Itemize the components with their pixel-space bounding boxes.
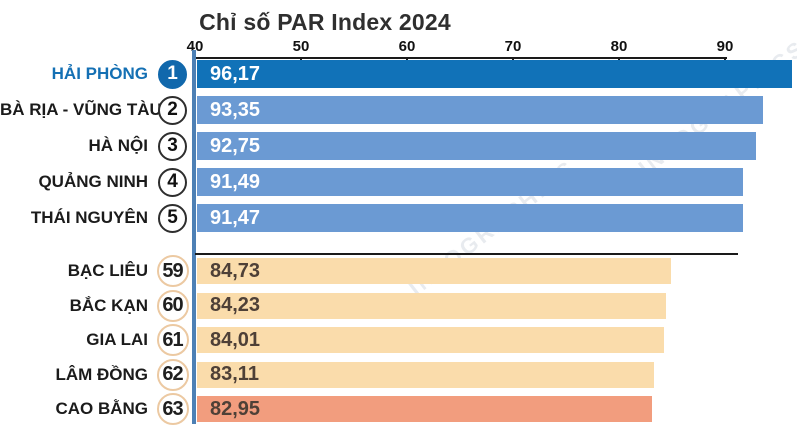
province-label: GIA LAI bbox=[86, 330, 148, 349]
rank-badge: 63 bbox=[156, 393, 189, 425]
top5-group: HẢI PHÒNG 1 96,17 BÀ RỊA - VŨNG TÀU 2 93… bbox=[0, 59, 797, 240]
bar: 84,23 bbox=[197, 292, 666, 319]
x-tick-label: 50 bbox=[292, 38, 310, 55]
bar: 82,95 bbox=[197, 396, 653, 422]
rank-cell: 62 bbox=[148, 358, 197, 391]
chart-row: HÀ NỘI 3 92,75 bbox=[0, 131, 797, 161]
chart-row: BẮC KẠN 60 84,23 bbox=[0, 289, 797, 322]
bar-track: 91,49 bbox=[197, 168, 797, 196]
bar-track: 82,95 bbox=[197, 396, 797, 422]
rank-badge: 1 bbox=[158, 59, 187, 89]
rank-badge: 3 bbox=[158, 131, 187, 161]
bar-track: 84,01 bbox=[197, 327, 797, 353]
rank-cell: 2 bbox=[148, 95, 197, 125]
bar: 96,17 bbox=[197, 60, 793, 88]
rank-badge: 59 bbox=[156, 255, 189, 287]
province-label: BẮC KẠN bbox=[69, 295, 148, 315]
rank-badge: 60 bbox=[156, 289, 189, 322]
x-tick-label: 90 bbox=[716, 38, 734, 55]
rank-badge: 2 bbox=[158, 95, 187, 125]
chart-row: CAO BẰNG 63 82,95 bbox=[0, 393, 797, 425]
bar: 91,49 bbox=[197, 168, 743, 196]
bar-value: 92,75 bbox=[210, 134, 261, 157]
province-label: LÂM ĐỒNG bbox=[55, 364, 148, 384]
rank-badge: 5 bbox=[158, 203, 187, 233]
bar: 92,75 bbox=[197, 132, 757, 160]
chart-row: BÀ RỊA - VŨNG TÀU 2 93,35 bbox=[0, 95, 797, 125]
rank-cell: 63 bbox=[148, 393, 197, 425]
chart-row: BẠC LIÊU 59 84,73 bbox=[0, 255, 797, 287]
x-tick-label: 40 bbox=[186, 38, 204, 55]
province-label: HÀ NỘI bbox=[88, 136, 149, 155]
bar-value: 91,49 bbox=[210, 170, 261, 193]
x-tick-label: 80 bbox=[610, 38, 628, 55]
rank-badge: 62 bbox=[156, 358, 189, 391]
bar-track: 92,75 bbox=[197, 132, 797, 160]
y-axis-line bbox=[192, 50, 196, 424]
bar: 91,47 bbox=[197, 204, 743, 232]
bar-value: 83,11 bbox=[210, 363, 259, 385]
bar: 84,73 bbox=[197, 258, 672, 284]
chart-row: HẢI PHÒNG 1 96,17 bbox=[0, 59, 797, 89]
bar-value: 91,47 bbox=[210, 206, 261, 229]
bar-track: 84,23 bbox=[197, 292, 797, 319]
rank-cell: 4 bbox=[148, 167, 197, 197]
bar-value: 93,35 bbox=[210, 98, 261, 121]
rank-badge: 4 bbox=[158, 167, 187, 197]
province-label: CAO BẰNG bbox=[55, 399, 148, 418]
province-label: BÀ RỊA - VŨNG TÀU bbox=[0, 100, 162, 119]
rank-cell: 60 bbox=[148, 289, 197, 322]
bar: 83,11 bbox=[197, 361, 654, 388]
rank-cell: 3 bbox=[148, 131, 197, 161]
rank-badge: 61 bbox=[156, 324, 189, 356]
bar-value: 82,95 bbox=[210, 397, 261, 420]
province-label: QUẢNG NINH bbox=[38, 172, 148, 191]
x-tick-label: 60 bbox=[398, 38, 416, 55]
province-label: HẢI PHÒNG bbox=[51, 64, 148, 83]
bar-value: 84,01 bbox=[210, 328, 261, 351]
bar-track: 91,47 bbox=[197, 204, 797, 232]
rank-cell: 1 bbox=[148, 59, 197, 89]
chart-row: QUẢNG NINH 4 91,49 bbox=[0, 167, 797, 197]
x-tick-label: 70 bbox=[504, 38, 522, 55]
group-separator-line bbox=[195, 253, 738, 255]
province-label: THÁI NGUYÊN bbox=[30, 208, 148, 227]
bar-track: 93,35 bbox=[197, 96, 797, 124]
chart-row: LÂM ĐỒNG 62 83,11 bbox=[0, 358, 797, 391]
rank-cell: 61 bbox=[148, 324, 197, 356]
rank-cell: 59 bbox=[148, 255, 197, 287]
chart-title: Chỉ số PAR Index 2024 bbox=[199, 9, 451, 35]
bar-value: 84,23 bbox=[210, 294, 261, 316]
bar-value: 96,17 bbox=[210, 62, 261, 85]
bottom5-group: BẠC LIÊU 59 84,73 BẮC KẠN 60 84,23 GIA L… bbox=[0, 255, 797, 431]
province-label: BẠC LIÊU bbox=[67, 261, 148, 280]
bar-track: 84,73 bbox=[197, 258, 797, 284]
x-axis-line bbox=[195, 57, 727, 59]
chart-row: GIA LAI 61 84,01 bbox=[0, 324, 797, 356]
bar: 93,35 bbox=[197, 96, 763, 124]
bar-track: 96,17 bbox=[197, 60, 797, 88]
bar: 84,01 bbox=[197, 327, 664, 353]
rank-cell: 5 bbox=[148, 203, 197, 233]
bar-value: 84,73 bbox=[210, 259, 261, 282]
chart-row: THÁI NGUYÊN 5 91,47 bbox=[0, 203, 797, 233]
bar-track: 83,11 bbox=[197, 361, 797, 388]
